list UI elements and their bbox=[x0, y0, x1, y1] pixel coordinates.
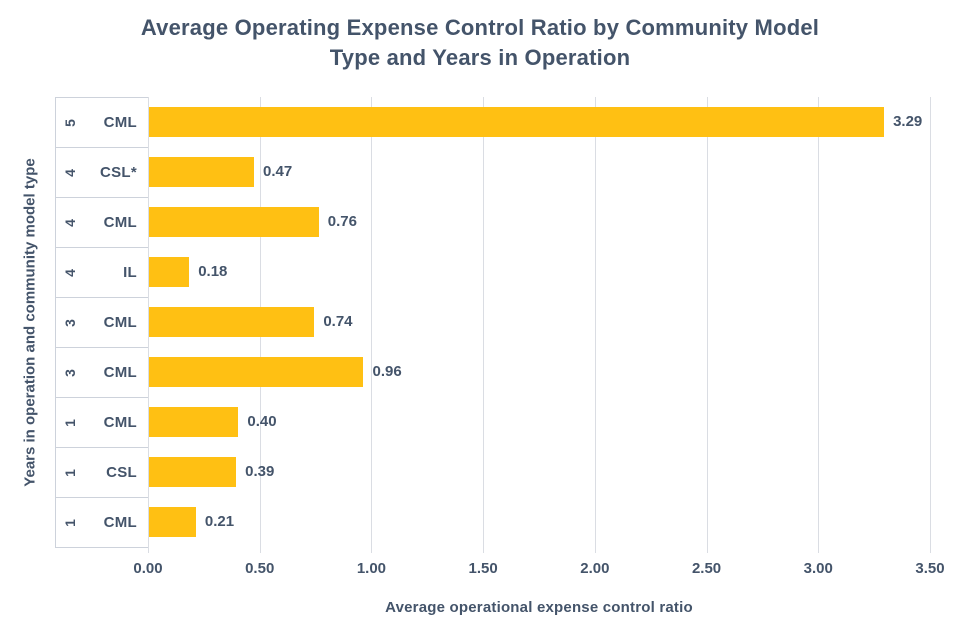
category-row: 5 CML bbox=[56, 98, 149, 148]
bar-row: 0.18 bbox=[148, 247, 930, 297]
bar-value-label: 0.76 bbox=[327, 213, 357, 230]
gridline bbox=[706, 97, 708, 553]
model-label: CSL bbox=[106, 464, 137, 481]
bar bbox=[149, 257, 190, 287]
gridline bbox=[930, 97, 931, 553]
bar bbox=[149, 507, 196, 537]
category-row: 4 CML bbox=[56, 198, 149, 248]
x-axis-tick-label: 3.50 bbox=[915, 560, 945, 577]
bar bbox=[149, 407, 239, 437]
gridline bbox=[148, 97, 149, 553]
chart-title-line-1: Average Operating Expense Control Ratio … bbox=[140, 15, 820, 40]
year-label: 1 bbox=[61, 518, 78, 527]
model-label: CML bbox=[103, 414, 137, 431]
bar-value-label: 0.39 bbox=[245, 463, 275, 480]
bar-row: 3.29 bbox=[148, 97, 930, 147]
chart-title: Average Operating Expense Control Ratio … bbox=[0, 13, 960, 73]
bar-value-label: 0.74 bbox=[323, 313, 353, 330]
bar bbox=[149, 307, 315, 337]
model-label: CML bbox=[103, 364, 137, 381]
model-label: CML bbox=[103, 514, 137, 531]
year-label: 3 bbox=[61, 368, 78, 377]
bar bbox=[149, 157, 254, 187]
plot-area: 3.29 0.47 0.76 0.18 0.74 0.96 0.40 0.39 0.21 bbox=[148, 97, 931, 553]
year-cell: 4 bbox=[56, 148, 84, 197]
bar-row: 0.40 bbox=[148, 397, 930, 447]
bar-row: 0.74 bbox=[148, 297, 930, 347]
year-label: 4 bbox=[61, 218, 78, 227]
x-axis-title: Average operational expense control rati… bbox=[385, 599, 693, 616]
bar-row: 0.76 bbox=[148, 197, 930, 247]
x-axis-tick-label: 1.50 bbox=[468, 560, 498, 577]
category-row: 4 IL bbox=[56, 248, 149, 298]
y-axis-title-text: Years in operation and community model t… bbox=[21, 157, 39, 487]
category-row: 1 CML bbox=[56, 398, 149, 448]
category-row: 1 CSL bbox=[56, 448, 149, 498]
bar-value-label: 0.18 bbox=[198, 263, 228, 280]
year-label: 4 bbox=[61, 268, 78, 277]
x-axis-tick-label: 0.50 bbox=[245, 560, 275, 577]
year-cell: 5 bbox=[56, 98, 84, 147]
year-cell: 1 bbox=[56, 448, 84, 497]
year-cell: 1 bbox=[56, 398, 84, 447]
gridline bbox=[483, 97, 485, 553]
category-axis: 5 CML 4 CSL* 4 CML 4 IL 3 CML 3 CML 1 CML 1 CSL 1 CML bbox=[55, 97, 149, 548]
x-axis-tick-label: 2.50 bbox=[691, 560, 722, 577]
bar-row: 0.21 bbox=[148, 497, 930, 547]
year-label: 1 bbox=[61, 468, 78, 477]
bar-value-label: 0.21 bbox=[204, 513, 235, 530]
x-axis-ticks: 0.00 0.50 1.00 1.50 2.00 2.50 3.00 3.50 bbox=[133, 560, 944, 580]
x-axis-tick-label: 2.00 bbox=[580, 560, 610, 577]
year-label: 4 bbox=[61, 168, 78, 177]
bar bbox=[149, 457, 237, 487]
bar-value-label: 3.29 bbox=[893, 113, 923, 130]
x-axis-tick-label: 1.00 bbox=[356, 560, 387, 577]
gridline bbox=[818, 97, 820, 553]
year-cell: 1 bbox=[56, 498, 84, 547]
bar-row: 0.47 bbox=[148, 147, 930, 197]
gridline bbox=[371, 97, 373, 553]
bar bbox=[149, 107, 885, 137]
year-label: 3 bbox=[61, 318, 78, 327]
model-label: CML bbox=[103, 214, 137, 231]
category-row: 3 CML bbox=[56, 298, 149, 348]
chart-title-line-2: Type and Years in Operation bbox=[329, 45, 631, 70]
year-label: 5 bbox=[61, 118, 78, 127]
year-label: 1 bbox=[61, 418, 78, 427]
x-axis-tick-label: 3.00 bbox=[803, 560, 833, 577]
x-axis-tick-label: 0.00 bbox=[133, 560, 163, 577]
gridline bbox=[594, 97, 596, 553]
bar bbox=[149, 207, 319, 237]
model-label: CML bbox=[103, 314, 137, 331]
year-cell: 4 bbox=[56, 198, 84, 247]
bar bbox=[149, 357, 364, 387]
bar-row: 0.96 bbox=[148, 347, 930, 397]
model-label: CSL* bbox=[99, 164, 137, 181]
category-row: 3 CML bbox=[56, 348, 149, 398]
category-row: 1 CML bbox=[56, 498, 149, 548]
y-axis-title: Years in operation and community model t… bbox=[12, 97, 48, 547]
year-cell: 3 bbox=[56, 348, 84, 397]
bar-row: 0.39 bbox=[148, 447, 930, 497]
bar-value-label: 0.96 bbox=[372, 363, 402, 380]
year-cell: 4 bbox=[56, 248, 84, 297]
year-cell: 3 bbox=[56, 298, 84, 347]
bar-value-label: 0.40 bbox=[247, 413, 277, 430]
model-label: CML bbox=[103, 114, 137, 131]
category-row: 4 CSL* bbox=[56, 148, 149, 198]
bar-value-label: 0.47 bbox=[263, 163, 293, 180]
model-label: IL bbox=[123, 264, 137, 281]
